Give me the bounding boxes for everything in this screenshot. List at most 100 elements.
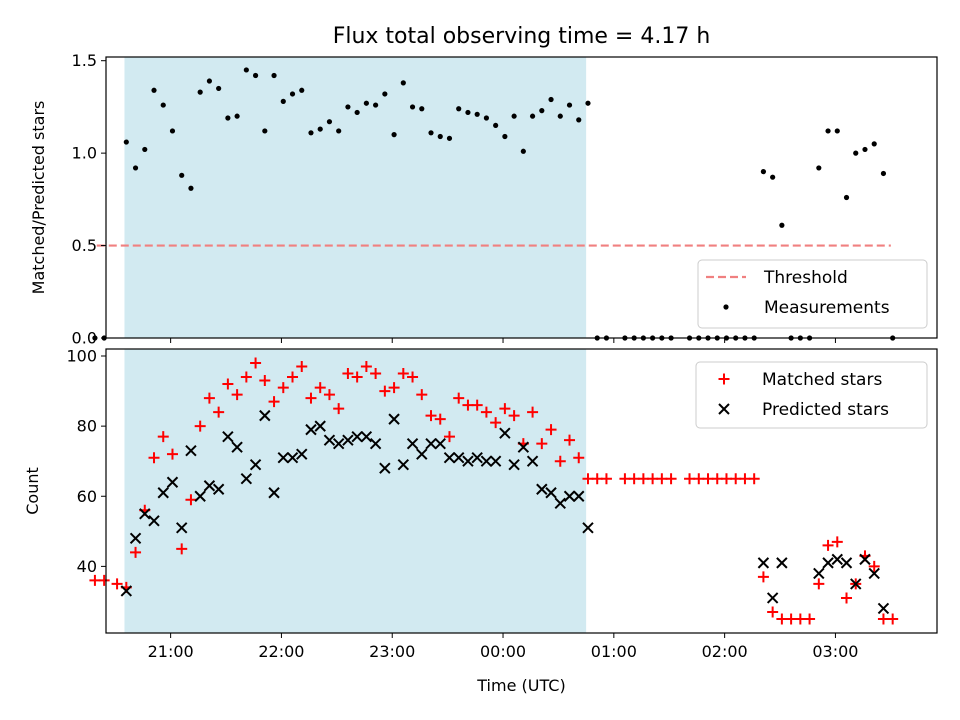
data-point — [517, 441, 530, 453]
data-point — [573, 490, 585, 502]
data-point — [382, 91, 388, 97]
data-point — [480, 455, 493, 467]
data-point — [120, 585, 133, 597]
data-point — [289, 91, 296, 97]
data-point — [250, 357, 262, 369]
x-tick-label: 00:00 — [480, 642, 526, 661]
data-point — [471, 399, 483, 411]
data-point — [536, 438, 548, 450]
data-point — [834, 128, 840, 134]
data-point — [868, 560, 880, 572]
data-point — [373, 102, 379, 108]
bottom-panel-count: 40 60 80 100 21:00 22:00 23:00 00:00 01:00 02:00 0… — [23, 347, 938, 695]
data-point — [98, 574, 110, 586]
x-tick-label: 02:00 — [702, 642, 748, 661]
data-point — [225, 115, 231, 121]
data-point — [582, 473, 594, 485]
data-point — [499, 427, 511, 439]
data-point — [637, 473, 649, 485]
data-point — [409, 104, 416, 110]
data-point — [760, 169, 767, 175]
data-point — [831, 553, 843, 566]
data-point — [730, 473, 742, 485]
data-point — [748, 473, 760, 485]
data-point — [416, 389, 428, 401]
data-point — [526, 455, 539, 467]
data-point — [822, 557, 834, 569]
series-measurements — [92, 67, 896, 341]
data-point — [766, 592, 779, 604]
data-point — [563, 490, 576, 502]
data-point — [166, 476, 179, 488]
data-point — [554, 497, 566, 509]
x-axis-label: Time (UTC) — [476, 676, 565, 695]
x-tick-label: 21:00 — [148, 642, 194, 661]
data-point — [600, 473, 612, 485]
data-point — [841, 592, 853, 604]
data-point — [508, 458, 520, 471]
data-point — [545, 424, 557, 436]
legend-swatch — [718, 373, 730, 385]
data-point — [665, 473, 677, 485]
data-point — [573, 452, 585, 464]
data-point — [148, 515, 160, 527]
data-point — [434, 437, 446, 450]
x-tick-label: 01:00 — [591, 642, 637, 661]
data-point — [342, 434, 354, 446]
series-predicted-stars — [120, 409, 890, 615]
data-point — [582, 522, 594, 534]
data-point — [203, 392, 215, 404]
x-tick-label: 22:00 — [258, 642, 304, 661]
data-point — [314, 382, 326, 394]
data-point — [456, 106, 462, 112]
data-point — [453, 392, 465, 404]
data-point — [277, 382, 289, 394]
data-point — [345, 104, 351, 110]
data-point — [462, 455, 474, 467]
data-point — [326, 119, 333, 125]
data-point — [252, 72, 259, 79]
data-point — [840, 557, 853, 569]
legend-label: Measurements — [764, 298, 890, 318]
data-point — [407, 371, 419, 383]
data-point — [277, 451, 289, 464]
y-axis-label: Count — [23, 467, 42, 515]
data-point — [548, 96, 554, 103]
data-point — [397, 368, 409, 380]
data-point — [425, 437, 437, 450]
data-point — [434, 413, 446, 425]
data-point — [336, 128, 342, 134]
data-point — [853, 150, 859, 156]
data-point — [757, 571, 769, 583]
data-point — [425, 410, 437, 422]
data-point — [296, 361, 308, 373]
data-point — [794, 613, 806, 625]
data-point — [92, 335, 98, 341]
data-point — [397, 458, 410, 471]
data-point — [323, 389, 335, 401]
data-point — [111, 578, 123, 590]
observing-window-shade — [124, 349, 587, 633]
data-point — [702, 473, 714, 485]
data-point — [776, 613, 788, 625]
data-point — [360, 361, 372, 373]
y-tick-label: 60 — [77, 487, 97, 506]
y-tick-label: 80 — [77, 417, 97, 436]
data-point — [203, 480, 216, 492]
data-point — [493, 122, 499, 129]
data-point — [850, 578, 862, 590]
data-point — [757, 557, 770, 569]
data-point — [489, 455, 502, 467]
data-point — [419, 106, 425, 112]
data-point — [877, 613, 889, 625]
data-point — [739, 473, 751, 485]
legend-label: Matched stars — [762, 370, 882, 390]
data-point — [342, 368, 354, 380]
legend-label: Threshold — [763, 268, 848, 288]
data-point — [711, 473, 723, 485]
data-point — [557, 113, 563, 119]
data-point — [388, 382, 400, 394]
data-point — [369, 437, 382, 450]
data-point — [825, 128, 831, 134]
